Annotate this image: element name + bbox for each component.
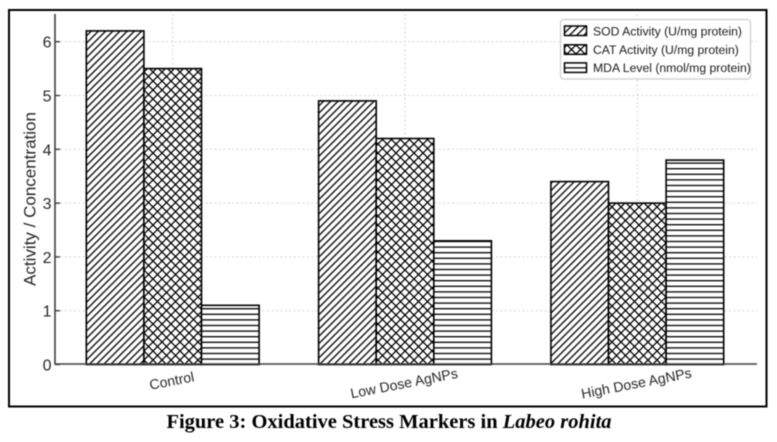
svg-text:4: 4 [43,142,52,159]
svg-text:2: 2 [43,250,52,267]
svg-text:SOD Activity (U/mg protein): SOD Activity (U/mg protein) [593,24,742,38]
svg-text:Figure 3: Oxidative Stress Mar: Figure 3: Oxidative Stress Markers in La… [166,411,611,433]
svg-text:Activity / Concentration: Activity / Concentration [21,112,40,286]
svg-text:CAT Activity (U/mg protein): CAT Activity (U/mg protein) [593,43,739,57]
svg-text:1: 1 [43,304,52,321]
svg-text:5: 5 [43,89,52,106]
svg-text:MDA Level (nmol/mg protein): MDA Level (nmol/mg protein) [593,61,751,75]
svg-text:0: 0 [43,358,52,375]
svg-text:3: 3 [43,196,52,213]
svg-text:6: 6 [43,35,52,52]
